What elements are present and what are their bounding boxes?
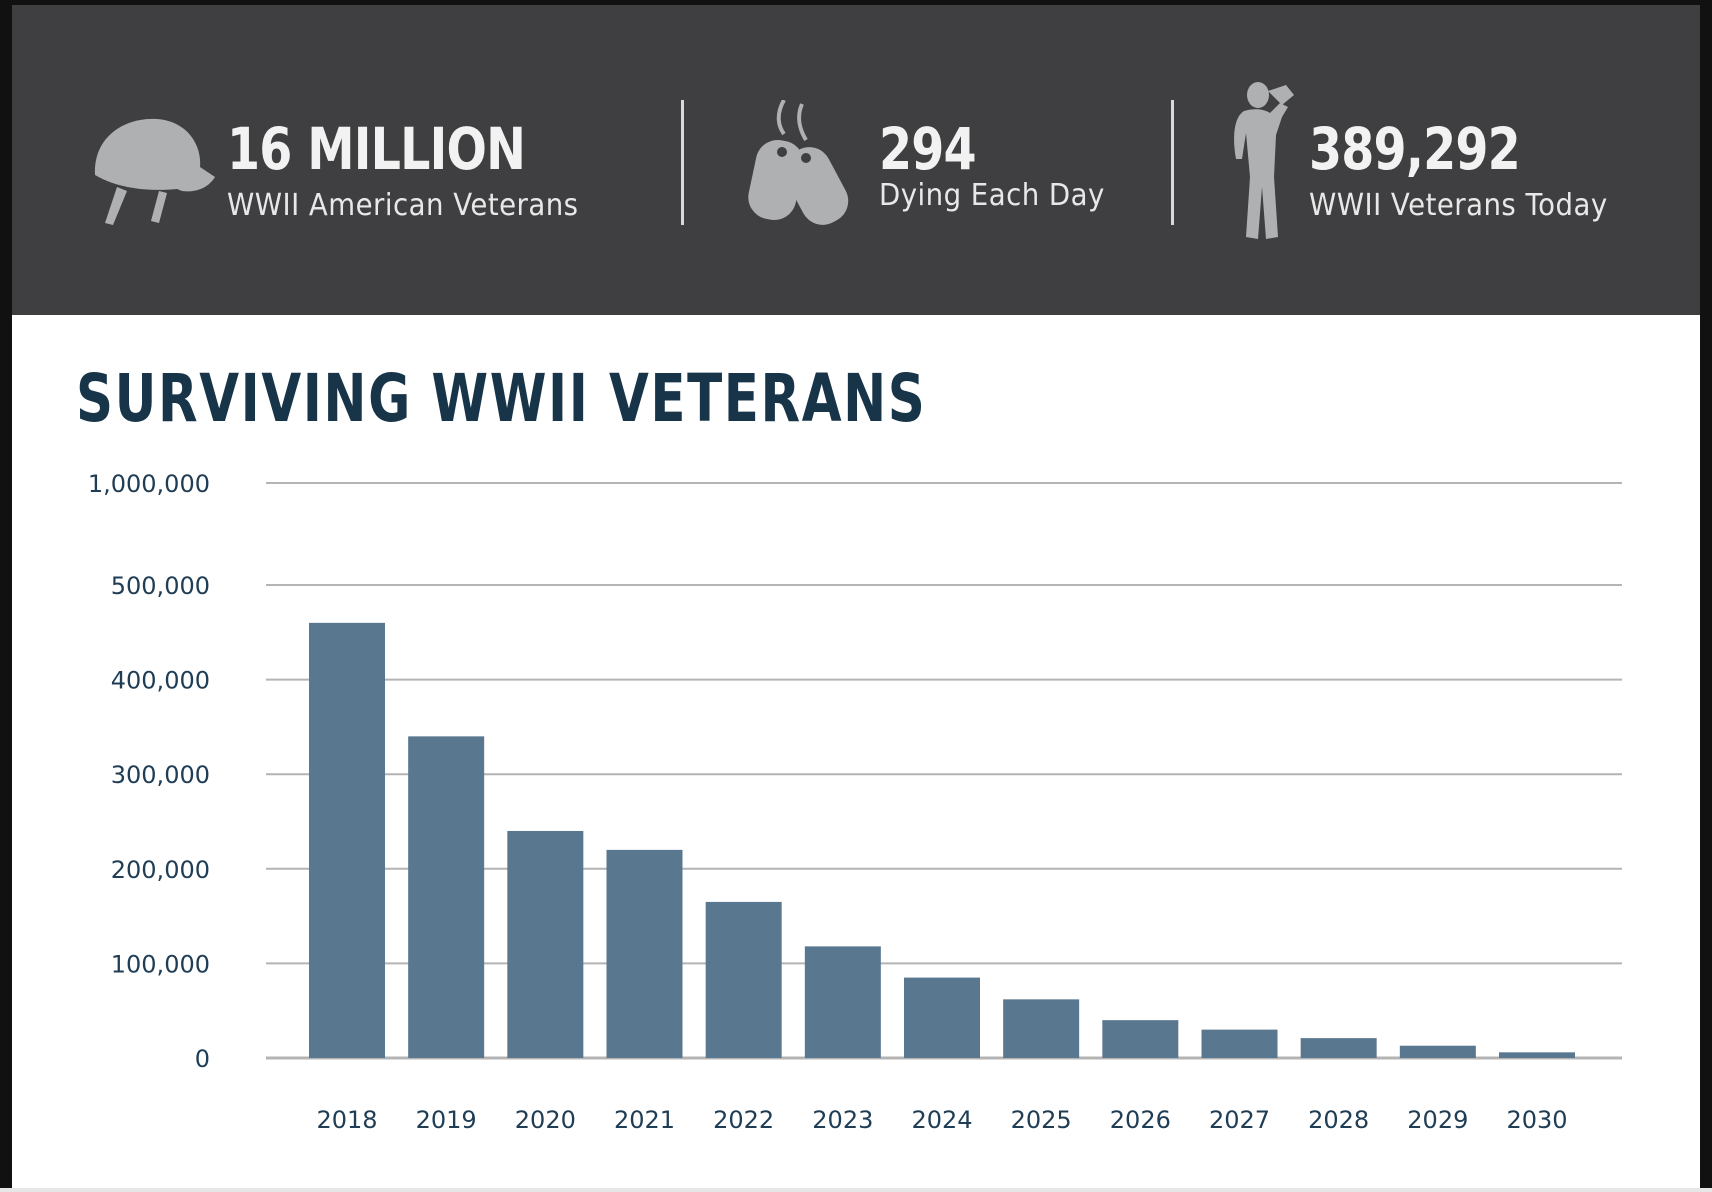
stat-value: 16 MILLION (227, 115, 526, 183)
x-tick-label: 2022 (713, 1106, 774, 1134)
x-tick-label: 2030 (1506, 1106, 1567, 1134)
x-tick-label: 2026 (1110, 1106, 1171, 1134)
y-tick-label: 200,000 (111, 856, 210, 884)
bar-2029 (1399, 1045, 1476, 1058)
banner-divider (1171, 100, 1174, 225)
x-tick-label: 2027 (1209, 1106, 1270, 1134)
stats-banner: 16 MILLION WWII American Veterans 294 Dy… (12, 5, 1700, 315)
stat-value: 294 (879, 115, 977, 183)
bar-2020 (507, 830, 584, 1058)
bar-2030 (1499, 1052, 1575, 1058)
x-tick-label: 2024 (911, 1106, 972, 1134)
x-axis-ticks: 2018 2019 2020 2021 2022 2023 2024 2025 2026 2027… (316, 1106, 1567, 1134)
bar-2024 (904, 977, 980, 1058)
stat-label: WWII Veterans Today (1309, 188, 1608, 223)
bar-2026 (1102, 1020, 1179, 1058)
frame-top-border (0, 0, 1712, 5)
bar-2022 (705, 901, 782, 1058)
y-tick-label: 300,000 (111, 761, 210, 789)
bar-2027 (1201, 1029, 1278, 1058)
frame-bottom-border (0, 1188, 1712, 1192)
y-axis-ticks: 0 100,000 200,000 300,000 400,000 500,000 1,00… (88, 470, 210, 1073)
frame-right-border (1700, 0, 1712, 1192)
x-tick-label: 2028 (1308, 1106, 1369, 1134)
x-tick-label: 2020 (515, 1106, 576, 1134)
y-tick-label: 0 (195, 1045, 210, 1073)
stat-value: 389,292 (1309, 115, 1521, 183)
bar-2025 (1003, 999, 1080, 1058)
dog-tags-icon (748, 100, 849, 225)
bar-2023 (804, 946, 881, 1058)
bar-2021 (606, 849, 683, 1058)
bar-2019 (408, 736, 485, 1058)
frame-left-border (0, 0, 12, 1192)
stat-veterans-today: 389,292 WWII Veterans Today (1174, 5, 1694, 315)
helmet-icon (94, 118, 215, 225)
y-tick-label: 100,000 (111, 950, 210, 978)
stat-label: Dying Each Day (879, 178, 1105, 213)
chart-title: SURVIVING WWII VETERANS (76, 360, 927, 437)
x-tick-label: 2025 (1011, 1106, 1072, 1134)
x-tick-label: 2018 (316, 1106, 377, 1134)
x-tick-label: 2021 (614, 1106, 675, 1134)
stat-dying-daily: 294 Dying Each Day (684, 5, 1174, 315)
stat-label: WWII American Veterans (227, 188, 579, 223)
x-tick-label: 2023 (812, 1106, 873, 1134)
banner-divider (681, 100, 684, 225)
y-tick-label: 1,000,000 (88, 470, 210, 498)
x-tick-label: 2029 (1407, 1106, 1468, 1134)
bar-2028 (1300, 1038, 1377, 1058)
y-tick-label: 400,000 (111, 667, 210, 695)
bars (309, 622, 1575, 1058)
bar-2018 (309, 622, 385, 1058)
y-tick-label: 500,000 (111, 572, 210, 600)
stat-veterans-total: 16 MILLION WWII American Veterans (12, 5, 672, 315)
x-tick-label: 2019 (416, 1106, 477, 1134)
saluting-soldier-icon (1234, 82, 1294, 239)
